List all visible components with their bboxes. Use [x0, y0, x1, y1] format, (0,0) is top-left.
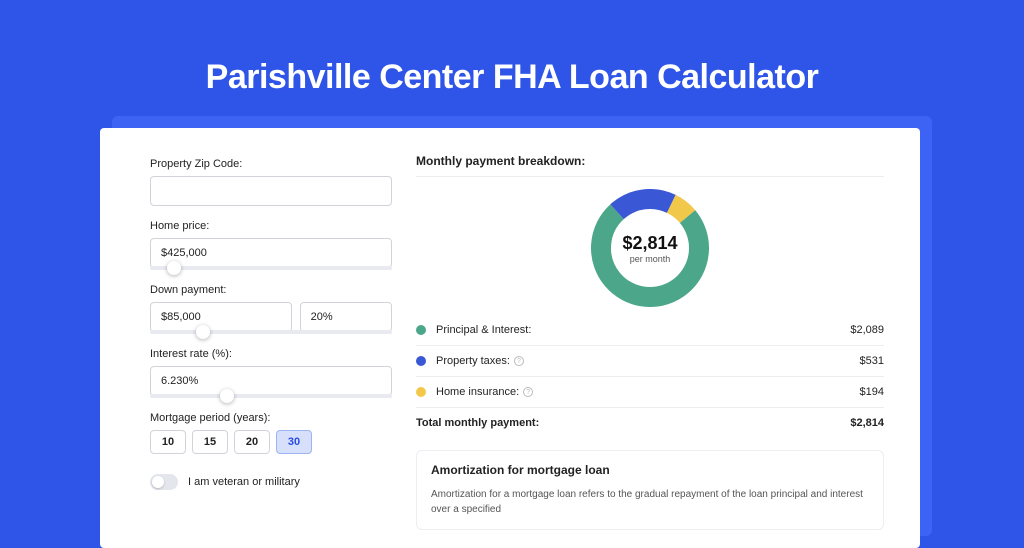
- total-value: $2,814: [850, 417, 884, 429]
- home-price-slider-thumb[interactable]: [167, 261, 181, 275]
- form-column: Property Zip Code: Home price: Down paym…: [150, 154, 392, 548]
- donut-wrap: $2,814 per month: [416, 177, 884, 315]
- info-icon[interactable]: ?: [523, 387, 533, 397]
- breakdown-value: $531: [860, 355, 884, 367]
- down-payment-slider[interactable]: [150, 330, 392, 334]
- donut-amount: $2,814: [622, 233, 677, 254]
- amortization-title: Amortization for mortgage loan: [431, 463, 869, 477]
- breakdown-label: Property taxes:?: [436, 355, 860, 367]
- home-price-input[interactable]: [150, 238, 392, 268]
- home-price-slider[interactable]: [150, 266, 392, 270]
- period-option-30[interactable]: 30: [276, 430, 312, 454]
- donut-sub: per month: [630, 254, 671, 264]
- interest-rate-slider-thumb[interactable]: [220, 389, 234, 403]
- home-price-label: Home price:: [150, 220, 392, 232]
- breakdown-row: Property taxes:?$531: [416, 346, 884, 377]
- period-label: Mortgage period (years):: [150, 412, 392, 424]
- total-row: Total monthly payment: $2,814: [416, 408, 884, 438]
- breakdown-row: Home insurance:?$194: [416, 377, 884, 408]
- down-payment-slider-thumb[interactable]: [196, 325, 210, 339]
- breakdown-label: Home insurance:?: [436, 386, 860, 398]
- amortization-text: Amortization for a mortgage loan refers …: [431, 487, 869, 517]
- total-label: Total monthly payment:: [416, 417, 850, 429]
- legend-dot: [416, 356, 426, 366]
- zip-label: Property Zip Code:: [150, 158, 392, 170]
- period-option-15[interactable]: 15: [192, 430, 228, 454]
- veteran-toggle[interactable]: [150, 474, 178, 490]
- down-payment-pct-input[interactable]: [300, 302, 392, 332]
- veteran-label: I am veteran or military: [188, 476, 300, 488]
- interest-rate-input[interactable]: [150, 366, 392, 396]
- payment-donut: $2,814 per month: [591, 189, 709, 307]
- legend-dot: [416, 387, 426, 397]
- period-option-20[interactable]: 20: [234, 430, 270, 454]
- info-icon[interactable]: ?: [514, 356, 524, 366]
- interest-rate-label: Interest rate (%):: [150, 348, 392, 360]
- down-payment-label: Down payment:: [150, 284, 392, 296]
- breakdown-label: Principal & Interest:: [436, 324, 850, 336]
- breakdown-title: Monthly payment breakdown:: [416, 154, 884, 177]
- period-option-10[interactable]: 10: [150, 430, 186, 454]
- breakdown-value: $2,089: [850, 324, 884, 336]
- calculator-card: Property Zip Code: Home price: Down paym…: [100, 128, 920, 548]
- legend-dot: [416, 325, 426, 335]
- down-payment-amount-input[interactable]: [150, 302, 292, 332]
- interest-rate-slider[interactable]: [150, 394, 392, 398]
- breakdown-row: Principal & Interest:$2,089: [416, 315, 884, 346]
- breakdown-column: Monthly payment breakdown: $2,814 per mo…: [416, 154, 884, 548]
- zip-input[interactable]: [150, 176, 392, 206]
- page-title: Parishville Center FHA Loan Calculator: [0, 0, 1024, 97]
- breakdown-value: $194: [860, 386, 884, 398]
- amortization-card: Amortization for mortgage loan Amortizat…: [416, 450, 884, 530]
- period-options: 10152030: [150, 430, 392, 454]
